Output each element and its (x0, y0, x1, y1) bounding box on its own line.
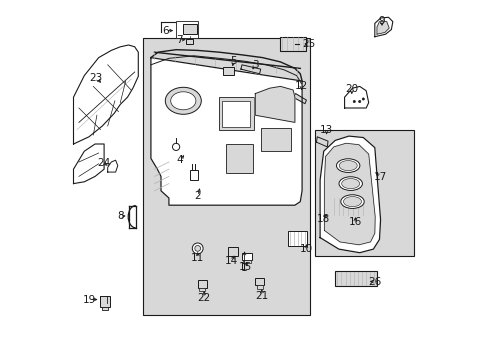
Circle shape (192, 243, 203, 254)
Text: 21: 21 (255, 291, 268, 301)
Polygon shape (316, 137, 327, 147)
Polygon shape (292, 94, 306, 104)
Bar (176, 21, 197, 38)
Bar (197, 280, 206, 288)
Bar (222, 101, 250, 127)
Bar (255, 278, 264, 285)
Text: 4: 4 (176, 155, 183, 165)
Circle shape (172, 143, 179, 150)
Bar (186, 39, 193, 44)
Bar (100, 296, 110, 307)
Bar (314, 130, 413, 256)
Text: 8: 8 (117, 211, 123, 221)
Circle shape (352, 100, 355, 103)
Text: 19: 19 (82, 294, 96, 305)
Ellipse shape (339, 161, 356, 171)
Ellipse shape (336, 159, 359, 172)
Polygon shape (320, 136, 380, 253)
Text: 6: 6 (162, 26, 168, 36)
Text: 5: 5 (230, 56, 237, 66)
Bar (330, 197, 365, 216)
Bar (189, 170, 197, 180)
Circle shape (358, 100, 360, 103)
Bar (226, 144, 253, 173)
Text: 25: 25 (302, 39, 315, 49)
Ellipse shape (343, 197, 361, 207)
Bar (183, 24, 197, 34)
Text: 7: 7 (175, 35, 182, 45)
Bar (241, 253, 252, 260)
Polygon shape (374, 17, 392, 37)
Text: 15: 15 (238, 262, 251, 272)
Bar (279, 37, 305, 51)
Bar (199, 288, 204, 291)
Text: 16: 16 (348, 217, 361, 228)
Text: 10: 10 (299, 244, 312, 254)
Text: 9: 9 (378, 16, 385, 26)
Text: 2: 2 (194, 191, 201, 201)
Bar (242, 260, 250, 263)
Polygon shape (324, 143, 374, 245)
Bar (287, 231, 307, 246)
Ellipse shape (170, 92, 196, 110)
Text: 11: 11 (191, 253, 204, 264)
Bar (142, 38, 309, 315)
Polygon shape (344, 86, 368, 108)
Text: 1: 1 (241, 263, 247, 273)
Polygon shape (241, 65, 260, 74)
Bar (223, 67, 234, 75)
Ellipse shape (338, 177, 362, 190)
Polygon shape (107, 160, 118, 172)
Ellipse shape (340, 195, 364, 208)
Bar (257, 285, 262, 289)
Bar (219, 97, 253, 130)
Text: 17: 17 (373, 172, 386, 182)
Circle shape (194, 246, 200, 251)
Polygon shape (376, 22, 388, 34)
Text: 22: 22 (197, 293, 210, 303)
Ellipse shape (341, 179, 359, 189)
Bar (102, 307, 107, 310)
Text: 23: 23 (89, 73, 102, 84)
Polygon shape (73, 144, 104, 184)
Text: 3: 3 (251, 60, 258, 70)
Polygon shape (255, 86, 294, 122)
Text: 13: 13 (319, 125, 332, 135)
Circle shape (362, 98, 364, 100)
Text: 20: 20 (345, 84, 358, 94)
Bar (228, 247, 238, 256)
Text: 14: 14 (225, 256, 238, 266)
Polygon shape (73, 45, 138, 144)
Bar (260, 128, 291, 151)
Bar (334, 271, 376, 286)
Text: 26: 26 (367, 276, 381, 287)
Ellipse shape (165, 87, 201, 114)
Text: 12: 12 (294, 81, 307, 91)
Polygon shape (151, 58, 302, 205)
Text: 18: 18 (316, 214, 329, 224)
Text: 24: 24 (97, 158, 110, 168)
